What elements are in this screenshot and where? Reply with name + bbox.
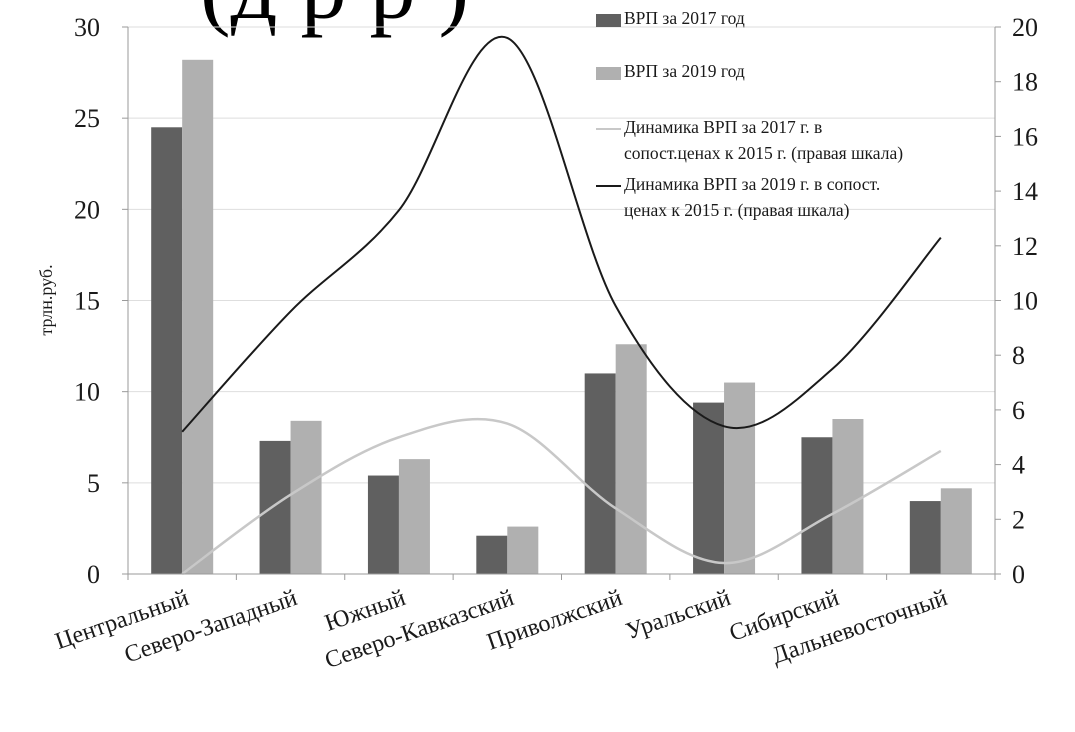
y2-tick-label: 16 [1012, 122, 1038, 151]
header-fragment: (д р р ) [200, 0, 469, 38]
legend-label: ценах к 2015 г. (правая шкала) [624, 200, 850, 220]
y-axis-label: трлн.руб. [36, 264, 56, 335]
y2-tick-label: 14 [1012, 177, 1038, 206]
y2-tick-label: 6 [1012, 396, 1025, 425]
line-series-2017 [181, 417, 942, 576]
y-tick-label: 10 [74, 378, 100, 407]
y2-tick-label: 20 [1012, 13, 1038, 42]
bar-2019 [940, 488, 972, 574]
y-tick-label: 5 [87, 469, 100, 498]
x-category-label: Уральский [623, 585, 734, 645]
bar-2019 [507, 526, 539, 574]
y-tick-label: 0 [87, 560, 100, 589]
bar-2017 [367, 475, 399, 574]
legend-label: сопост.ценах к 2015 г. (правая шкала) [624, 143, 903, 163]
y-tick-label: 30 [74, 13, 100, 42]
y-tick-label: 20 [74, 195, 100, 224]
bar-2017 [259, 440, 291, 574]
legend-label: Динамика ВРП за 2019 г. в сопост. [624, 174, 880, 194]
legend-swatch [596, 14, 621, 27]
y2-tick-label: 0 [1012, 560, 1025, 589]
bar-2017 [909, 501, 941, 574]
y2-tick-label: 4 [1012, 451, 1025, 480]
legend-label: ВРП за 2019 год [624, 61, 745, 81]
legend: ВРП за 2017 год ВРП за 2019 год Динамика В… [596, 8, 903, 220]
bar-2019 [615, 344, 647, 574]
y2-tick-label: 8 [1012, 341, 1025, 370]
bar-2017 [693, 402, 725, 574]
y2-tick-label: 2 [1012, 505, 1025, 534]
bar-2019 [182, 59, 214, 574]
line-series-2019 [181, 35, 942, 433]
y2-tick-label: 12 [1012, 232, 1038, 261]
bar-2017 [476, 535, 508, 574]
y2-tick-label: 10 [1012, 287, 1038, 316]
bar-2019 [290, 420, 322, 574]
bar-2019 [832, 419, 864, 574]
series-lines [181, 35, 942, 576]
legend-label: ВРП за 2017 год [624, 8, 745, 28]
y-tick-label: 25 [74, 104, 100, 133]
bar-2017 [801, 437, 833, 574]
grid [128, 26, 995, 484]
y-tick-label: 15 [74, 287, 100, 316]
legend-label: Динамика ВРП за 2017 г. в [624, 117, 822, 137]
bar-2019 [398, 459, 430, 574]
bars [151, 59, 972, 575]
bar-2019 [724, 382, 756, 574]
bar-2017 [584, 373, 616, 574]
legend-swatch [596, 67, 621, 80]
bar-2017 [151, 127, 183, 575]
y2-tick-label: 18 [1012, 68, 1038, 97]
